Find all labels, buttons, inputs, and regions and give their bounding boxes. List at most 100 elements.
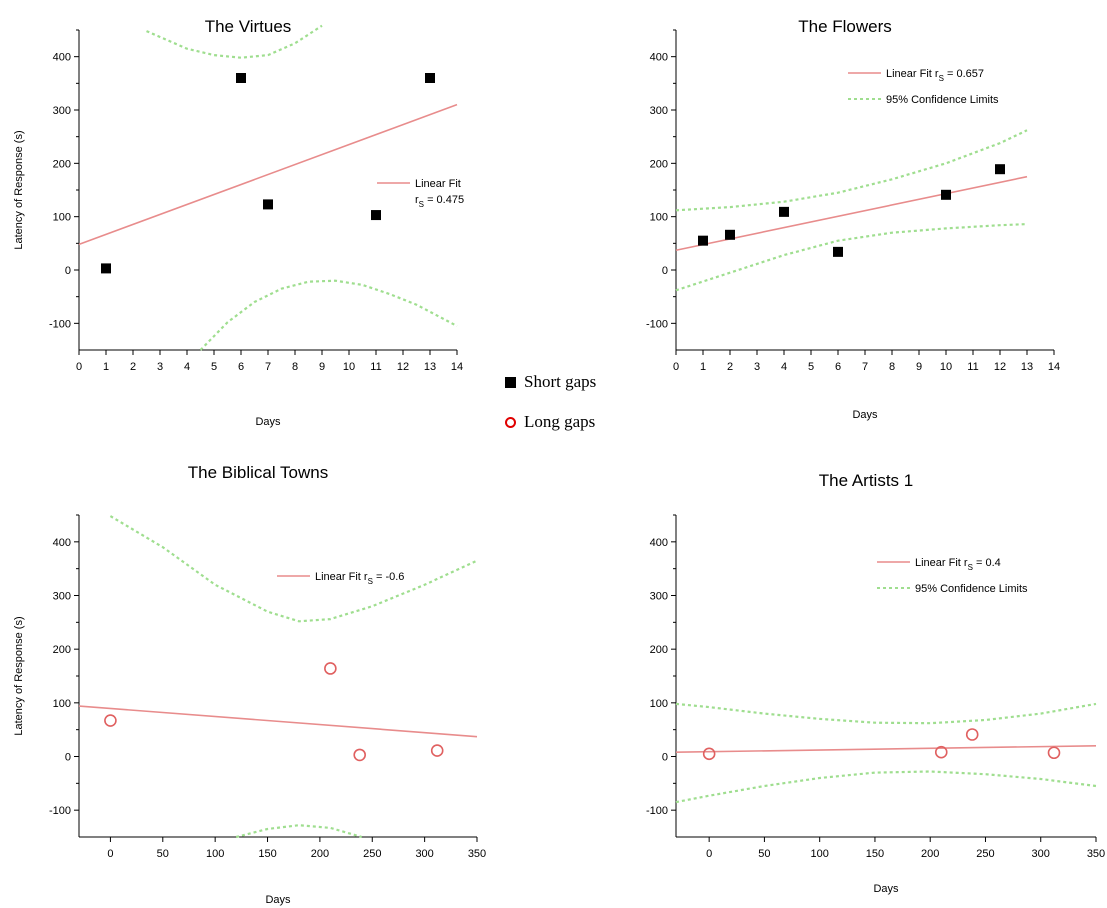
x-tick-label: 150 [258, 848, 276, 860]
y-tick-label: -100 [646, 318, 668, 330]
linear-fit-line [675, 744, 1097, 754]
data-point [263, 199, 273, 210]
x-axis-label: Days [255, 416, 281, 428]
ci-lower-curve [199, 279, 458, 351]
x-tick-label: 11 [370, 361, 381, 373]
x-tick-label: 5 [211, 361, 217, 373]
data-point [965, 728, 979, 741]
x-tick-label: 1 [103, 361, 109, 373]
x-tick-label: 0 [76, 361, 82, 373]
y-tick-label: 400 [650, 52, 668, 64]
data-point [725, 229, 735, 240]
x-tick-label: 300 [415, 848, 433, 860]
legend-fit-label: Linear Fit rS = 0.657 [886, 68, 984, 83]
chart-title: The Biblical Towns [188, 463, 328, 482]
y-tick-label: 100 [53, 698, 71, 710]
y-tick-label: 100 [650, 212, 668, 224]
x-tick-label: 4 [184, 361, 190, 373]
y-tick-label: 200 [650, 158, 668, 170]
y-tick-label: 400 [53, 52, 71, 64]
y-tick-label: 200 [53, 644, 71, 656]
y-tick-label: 0 [662, 265, 668, 277]
y-tick-label: 300 [53, 105, 71, 117]
y-tick-label: -100 [49, 805, 71, 817]
data-point [702, 747, 716, 761]
data-point [941, 189, 951, 200]
x-tick-label: 1 [700, 361, 706, 373]
y-tick-label: 0 [662, 752, 668, 764]
ci-lower-curve [675, 223, 1028, 292]
chart-title: The Flowers [798, 17, 892, 36]
y-axis-label: Latency of Response (s) [13, 130, 25, 249]
square-marker-icon [505, 376, 516, 388]
x-tick-label: 100 [811, 848, 829, 860]
linear-fit-line [78, 103, 458, 246]
x-tick-label: 300 [1032, 848, 1050, 860]
circle-marker-icon [505, 416, 516, 428]
data-point [1047, 746, 1061, 760]
x-tick-label: 9 [916, 361, 922, 373]
x-axis-label: Days [873, 883, 899, 895]
x-tick-label: 3 [157, 361, 163, 373]
legend-fit-label: Linear Fit rS = 0.4 [915, 557, 1001, 572]
y-tick-label: -100 [646, 805, 668, 817]
chart-title: The Artists 1 [819, 471, 913, 490]
data-point [430, 744, 444, 757]
x-tick-label: 0 [706, 848, 712, 860]
legend-ci-label: 95% Confidence Limits [915, 583, 1028, 595]
x-tick-label: 12 [994, 361, 1006, 373]
ci-lower-curve [235, 824, 363, 839]
x-tick-label: 50 [157, 848, 169, 860]
shared-legend: Short gaps Long gaps [505, 372, 645, 432]
data-point [101, 263, 111, 274]
x-tick-label: 10 [343, 361, 355, 373]
y-tick-label: 100 [53, 212, 71, 224]
y-tick-label: 200 [650, 644, 668, 656]
x-tick-label: 200 [311, 848, 329, 860]
x-tick-label: 50 [758, 848, 770, 860]
y-tick-label: 200 [53, 158, 71, 170]
x-tick-label: 8 [889, 361, 895, 373]
ci-upper-curve [146, 24, 323, 59]
x-axis-label: Days [265, 894, 291, 906]
data-point [353, 748, 366, 762]
y-tick-label: 300 [53, 591, 71, 603]
x-tick-label: 250 [976, 848, 994, 860]
y-tick-label: 300 [650, 591, 668, 603]
chart-title: The Virtues [205, 17, 292, 36]
x-tick-label: 11 [967, 361, 978, 373]
x-tick-label: 9 [319, 361, 325, 373]
x-tick-label: 150 [866, 848, 884, 860]
y-tick-label: 100 [650, 698, 668, 710]
legend-ci-label: 95% Confidence Limits [886, 94, 999, 106]
data-point [324, 662, 337, 675]
data-point [779, 206, 789, 217]
x-tick-label: 200 [921, 848, 939, 860]
ci-lower-curve [675, 770, 1097, 804]
x-tick-label: 13 [424, 361, 436, 373]
x-tick-label: 10 [940, 361, 952, 373]
x-tick-label: 14 [1048, 361, 1060, 373]
y-axis-label: Latency of Response (s) [13, 616, 25, 735]
y-tick-label: 400 [650, 537, 668, 549]
x-tick-label: 13 [1021, 361, 1033, 373]
legend-short-gaps: Short gaps [505, 372, 596, 392]
y-tick-label: 300 [650, 105, 668, 117]
data-point [995, 164, 1005, 175]
linear-fit-line [78, 705, 478, 738]
x-axis-label: Days [852, 409, 878, 421]
x-tick-label: 350 [468, 848, 486, 860]
legend-fit-label: Linear Fit [415, 178, 461, 190]
ci-upper-curve [675, 129, 1028, 212]
legend-short-label: Short gaps [524, 372, 597, 391]
y-tick-label: 0 [65, 752, 71, 764]
y-tick-label: 400 [53, 537, 71, 549]
y-tick-label: 0 [65, 265, 71, 277]
legend-long-gaps: Long gaps [505, 412, 595, 432]
x-tick-label: 2 [130, 361, 136, 373]
x-tick-label: 0 [107, 848, 113, 860]
x-tick-label: 4 [781, 361, 787, 373]
ci-upper-curve [109, 515, 478, 623]
legend-long-label: Long gaps [524, 412, 596, 431]
